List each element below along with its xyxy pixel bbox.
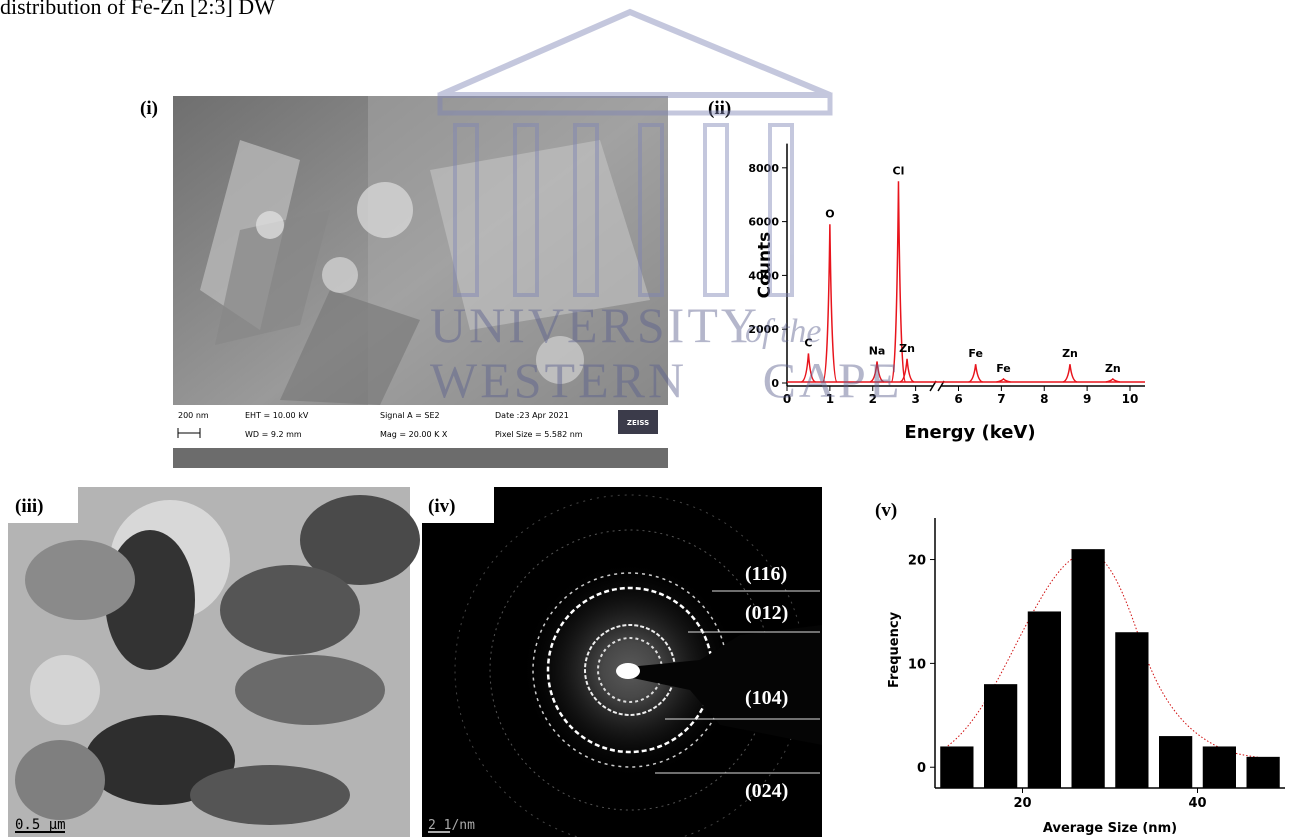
panel-label: (iii) [15, 496, 44, 517]
bar [1115, 632, 1149, 788]
sem-mag: Mag = 20.00 K X [380, 430, 448, 439]
panel-label: (v) [875, 500, 897, 521]
x-tick-label: 0 [783, 392, 791, 406]
watermark: UNIVERSITY of the WESTERN CAPE [430, 8, 902, 408]
scale-bar-label: 0.5 µm [15, 817, 66, 833]
peak-label: Zn [1062, 347, 1078, 360]
peak-label: O [825, 207, 834, 220]
watermark-text: WESTERN CAPE [430, 352, 902, 408]
x-tick-label: 8 [1040, 392, 1048, 406]
spectrum-peak [1105, 377, 1120, 383]
spectrum-peak [996, 377, 1011, 383]
x-tick-label: 6 [954, 392, 962, 406]
bar [1071, 549, 1105, 788]
bar [1246, 756, 1280, 788]
y-tick-label: 0 [771, 377, 779, 390]
saed-image [422, 487, 822, 837]
y-tick-label: 2000 [748, 323, 779, 336]
bar [1159, 736, 1193, 788]
plane-label: (012) [745, 602, 788, 624]
y-axis-label: Frequency [887, 611, 902, 688]
x-tick-label: 20 [1013, 796, 1031, 811]
sem-eht: EHT = 10.00 kV [245, 411, 309, 420]
scale-bar-label: 2 1/nm [428, 818, 475, 833]
spectrum-peak [968, 364, 983, 383]
peak-label: Zn [899, 342, 915, 355]
y-tick-label: 0 [917, 761, 926, 776]
sem-signal: Signal A = SE2 [380, 411, 440, 420]
y-tick-label: 6000 [748, 216, 779, 229]
y-tick-label: 8000 [748, 162, 779, 175]
peak-label: C [804, 336, 812, 349]
caption: distribution of Fe-Zn [2:3] DW [0, 0, 275, 19]
y-tick-label: 20 [908, 554, 926, 569]
x-tick-label: 3 [911, 392, 919, 406]
plane-label: (024) [745, 780, 788, 802]
logo: ZEISS [627, 419, 649, 427]
spectrum-peak [869, 361, 885, 383]
panel-label: (ii) [708, 98, 731, 119]
spectrum-peak [890, 181, 907, 383]
watermark-text: UNIVERSITY [430, 297, 760, 353]
spectrum-peak [899, 358, 915, 383]
sem-image [173, 96, 668, 468]
spectrum-peak [822, 224, 838, 383]
peak-label: Na [869, 344, 886, 357]
watermark-text: of the [745, 313, 821, 350]
x-tick-label: 1 [826, 392, 834, 406]
sem-date: Date :23 Apr 2021 [495, 411, 569, 420]
scale-bar-label: 200 nm [178, 411, 209, 420]
bar [984, 684, 1018, 788]
y-tick-label: 4000 [748, 269, 779, 282]
x-tick-label: 9 [1083, 392, 1091, 406]
y-tick-label: 10 [908, 657, 926, 672]
bar [1027, 611, 1061, 788]
panel-label: (iv) [428, 496, 455, 517]
bar [940, 746, 974, 788]
x-axis-label: Average Size (nm) [1043, 821, 1177, 836]
x-tick-label: 7 [997, 392, 1005, 406]
plane-label: (104) [745, 687, 788, 709]
spectrum-peak [1062, 364, 1078, 383]
x-tick-label: 40 [1188, 796, 1206, 811]
panel-label: (i) [140, 98, 158, 119]
x-axis-label: Energy (keV) [904, 422, 1035, 443]
peak-label: Fe [968, 347, 983, 360]
peak-label: Zn [1105, 362, 1121, 375]
y-axis-label: Counts [755, 232, 775, 299]
peak-label: Fe [996, 362, 1011, 375]
bar [1202, 746, 1236, 788]
peak-label: Cl [893, 164, 905, 177]
spectrum-peak [801, 353, 816, 383]
x-tick-label: 2 [869, 392, 877, 406]
x-tick-label: 10 [1122, 392, 1139, 406]
tem-image [8, 487, 420, 837]
plane-label: (116) [745, 563, 787, 585]
sem-wd: WD = 9.2 mm [245, 430, 302, 439]
sem-pixel-size: Pixel Size = 5.582 nm [495, 430, 583, 439]
